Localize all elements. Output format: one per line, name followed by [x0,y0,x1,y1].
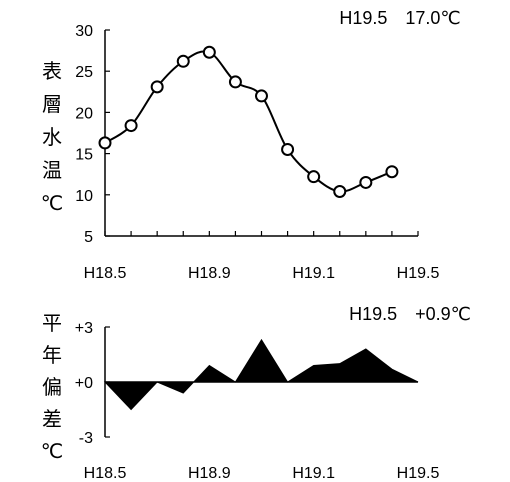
temp-data-point [333,185,347,199]
temp-y-tick-label: 25 [75,64,93,81]
temp-series-line [104,50,393,193]
anomaly-y-axis-label-char: 差 [42,407,62,431]
temp-y-axis-label-char: 水 [42,125,62,149]
temp-y-tick-label: 10 [75,188,93,205]
temp-x-tick-label: H18.5 [84,265,127,282]
temp-y-axis-label-char: 温 [42,158,62,182]
anomaly-annotation: H19.5 +0.9℃ [349,304,471,324]
temp-data-point [124,119,138,133]
temp-x-tick-label: H18.9 [188,265,231,282]
anomaly-y-axis-label-char: 偏 [42,375,62,399]
anomaly-area [103,338,419,411]
temp-data-point [202,45,216,59]
anomaly-y-tick-label: +3 [75,320,93,337]
anomaly-y-axis-label-char: ℃ [41,439,63,463]
temp-data-point [359,175,373,189]
anomaly-x-tick-label: H18.9 [188,465,231,482]
anomaly-y-tick-label: -3 [79,430,93,447]
anomaly-y-tick-label: +0 [75,375,93,392]
temp-y-tick-label: 20 [75,105,93,122]
temp-annotation: H19.5 17.0℃ [339,8,460,28]
temp-y-axis-label-char: ℃ [41,191,63,215]
temp-x-tick-label: H19.5 [397,265,440,282]
temp-data-point [150,80,164,94]
temp-y-tick-label: 5 [84,229,93,246]
temp-data-point [281,142,295,156]
temp-y-tick-label: 15 [75,147,93,164]
temp-data-point [255,89,268,103]
temp-data-point [228,75,242,89]
anomaly-y-axis-label-char: 平 [42,311,62,335]
anomaly-y-axis-label-char: 年 [42,343,62,367]
temp-y-tick-label: 30 [75,23,93,40]
temp-data-point [98,136,112,150]
anomaly-x-tick-label: H19.1 [292,465,335,482]
temp-y-axis-label-char: 表 [42,59,62,83]
temp-y-axis-label-char: 層 [42,92,62,116]
anomaly-x-tick-label: H19.5 [397,465,440,482]
anomaly-x-tick-label: H18.5 [84,465,127,482]
temp-x-tick-label: H19.1 [292,265,335,282]
temp-data-point [385,165,399,179]
temp-data-point [176,54,190,68]
temp-data-point [307,170,321,184]
